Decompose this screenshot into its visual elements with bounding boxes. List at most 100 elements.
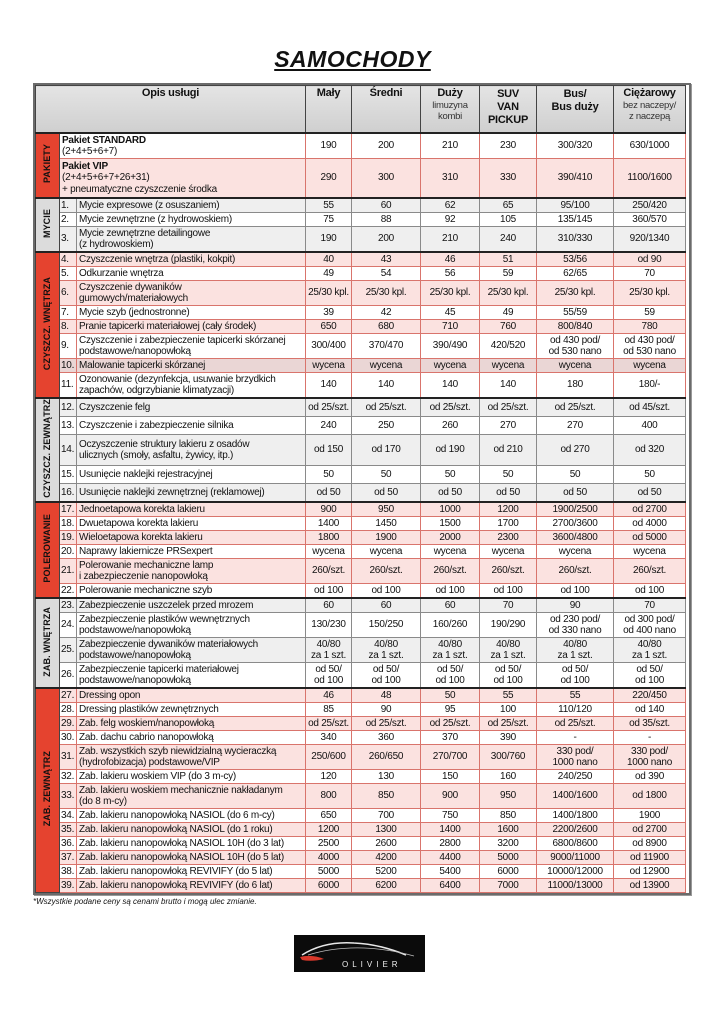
price-suv: 950: [479, 783, 537, 810]
row-number: 10.: [59, 358, 77, 373]
table-row: 31. Zab. wszystkich szyb niewidzialną wyc…: [36, 744, 686, 771]
price-bus: 6800/8600: [536, 836, 614, 852]
price-duzy: 1000: [420, 501, 480, 518]
price-duzy: wycena: [420, 358, 480, 373]
row-number: 16.: [59, 483, 77, 503]
price-maly: od 100: [305, 583, 352, 599]
row-number: 5.: [59, 266, 77, 281]
row-number: 12.: [59, 396, 77, 417]
price-suv: 240: [479, 226, 537, 253]
row-number: 4.: [59, 251, 77, 267]
price-bus: 1400/1800: [536, 808, 614, 824]
car-logo-icon: OLIVIER: [300, 942, 415, 969]
service-description: Dwuetapowa korekta lakieru: [76, 516, 306, 532]
footnote: *Wszystkie podane ceny są cenami brutto …: [33, 897, 257, 907]
row-number: 9.: [59, 333, 77, 359]
table-row: 33. Zab. lakieru woskiem mechanicznie nak…: [36, 783, 686, 810]
price-duzy: 50: [420, 465, 480, 485]
table-row: 10. Malowanie tapicerki skórzanej wycena wy…: [36, 358, 686, 373]
price-maly: 60: [305, 597, 352, 614]
price-maly: 40: [305, 251, 352, 267]
price-ciezarowy: od 8900: [613, 836, 686, 852]
table-row: 34. Zab. lakieru nanopowłoką NASIOL (do 6…: [36, 808, 686, 824]
price-sredni: 60: [351, 597, 421, 614]
row-number: 20.: [59, 544, 77, 560]
price-suv: 760: [479, 319, 537, 334]
price-maly: 46: [305, 687, 352, 704]
price-sredni: 2600: [351, 836, 421, 852]
price-maly: 290: [305, 158, 352, 199]
header-col-suv: SUV VAN PICKUP: [479, 85, 537, 134]
table-row: 6. Czyszczenie dywaników gumowych/materia…: [36, 280, 686, 306]
price-maly: 900: [305, 501, 352, 518]
header-main: Ciężarowy: [623, 87, 676, 99]
price-sredni: 43: [351, 251, 421, 267]
price-maly: 1800: [305, 530, 352, 546]
row-number: 37.: [59, 850, 77, 866]
price-duzy: 210: [420, 226, 480, 253]
price-maly: od 50/ od 100: [305, 662, 352, 689]
price-maly: 55: [305, 197, 352, 213]
olivier-logo: OLIVIER: [294, 935, 425, 973]
price-sredni: 700: [351, 808, 421, 824]
service-description: Odkurzanie wnętrza: [76, 266, 306, 281]
table-row: ZAB. ZEWNĄTRZ 27. Dressing opon 46 48 50 55 55 2…: [35, 687, 686, 894]
price-bus: 2200/2600: [536, 822, 614, 838]
price-duzy: od 50/ od 100: [420, 662, 480, 689]
price-table-frame: Opis usługi Mały Średni Duży limuzyna kom…: [33, 83, 691, 896]
page-title: SAMOCHODY: [274, 46, 431, 72]
price-maly: 85: [305, 702, 352, 718]
section-label-text: MYCIE: [41, 208, 52, 238]
price-duzy: 210: [420, 132, 480, 159]
price-duzy: 56: [420, 266, 480, 281]
price-suv: 260/szt.: [479, 558, 537, 585]
price-ciezarowy: 25/30 kpl.: [613, 280, 686, 306]
row-number: 3.: [59, 226, 77, 253]
price-suv: 55: [479, 687, 537, 704]
price-ciezarowy: od 13900: [613, 878, 686, 894]
price-bus: 95/100: [536, 197, 614, 213]
price-maly: 39: [305, 305, 352, 320]
page-content: Opis usługi Mały Średni Duży limuzyna kom…: [33, 83, 691, 973]
price-bus: od 25/szt.: [536, 396, 614, 417]
price-ciezarowy: 330 pod/ 1000 nano: [613, 744, 686, 771]
table-row: 38. Zab. lakieru nanopowłoką REVIVIFY (do…: [36, 864, 686, 880]
price-maly: 5000: [305, 864, 352, 880]
row-number: 32.: [59, 769, 77, 785]
price-ciezarowy: 920/1340: [613, 226, 686, 253]
service-description: Dressing plastików zewnętrznych: [76, 702, 306, 718]
row-number: 33.: [59, 783, 77, 810]
price-maly: 1400: [305, 516, 352, 532]
price-maly: 650: [305, 808, 352, 824]
service-description: Usunięcie naklejki rejestracyjnej: [76, 465, 306, 485]
price-maly: 25/30 kpl.: [305, 280, 352, 306]
price-ciezarowy: 400: [613, 415, 686, 435]
table-row: 5. Odkurzanie wnętrza 49 54 56 59 62/65 70: [36, 266, 686, 281]
table-row: 7. Mycie szyb (jednostronne) 39 42 45 49 55/59…: [36, 305, 686, 320]
price-bus: 1400/1600: [536, 783, 614, 810]
row-number: 13.: [59, 415, 77, 435]
row-number: 25.: [59, 637, 77, 664]
service-description: Ozonowanie (dezynfekcja, usuwanie brzydk…: [76, 372, 306, 399]
header-col-bus: Bus/ Bus duży: [536, 85, 614, 134]
section-label: MYCIE: [35, 197, 60, 253]
service-description: Zabezpieczenie dywaników materiałowych p…: [76, 637, 306, 664]
service-description: Wieloetapowa korekta lakieru: [76, 530, 306, 546]
price-sredni: 54: [351, 266, 421, 281]
table-row: 18. Dwuetapowa korekta lakieru 1400 1450 150…: [36, 516, 686, 532]
price-maly: 120: [305, 769, 352, 785]
price-duzy: 390/490: [420, 333, 480, 359]
price-table: Opis usługi Mały Średni Duży limuzyna kom…: [35, 85, 686, 894]
service-description: Pranie tapicerki materiałowej (cały środ…: [76, 319, 306, 334]
service-description: Polerowanie mechaniczne szyb: [76, 583, 306, 599]
service-description: Zabezpieczenie uszczelek przed mrozem: [76, 597, 306, 614]
price-suv: 70: [479, 597, 537, 614]
price-suv: 59: [479, 266, 537, 281]
row-number: 19.: [59, 530, 77, 546]
price-duzy: 710: [420, 319, 480, 334]
table-row: Pakiet VIP (2+4+5+6+7+26+31) + pneumatycz…: [36, 158, 686, 199]
table-row: 20. Naprawy lakiernicze PRSexpert wycena wy…: [36, 544, 686, 560]
price-maly: 6000: [305, 878, 352, 894]
price-duzy: 46: [420, 251, 480, 267]
row-number: 27.: [59, 687, 77, 704]
